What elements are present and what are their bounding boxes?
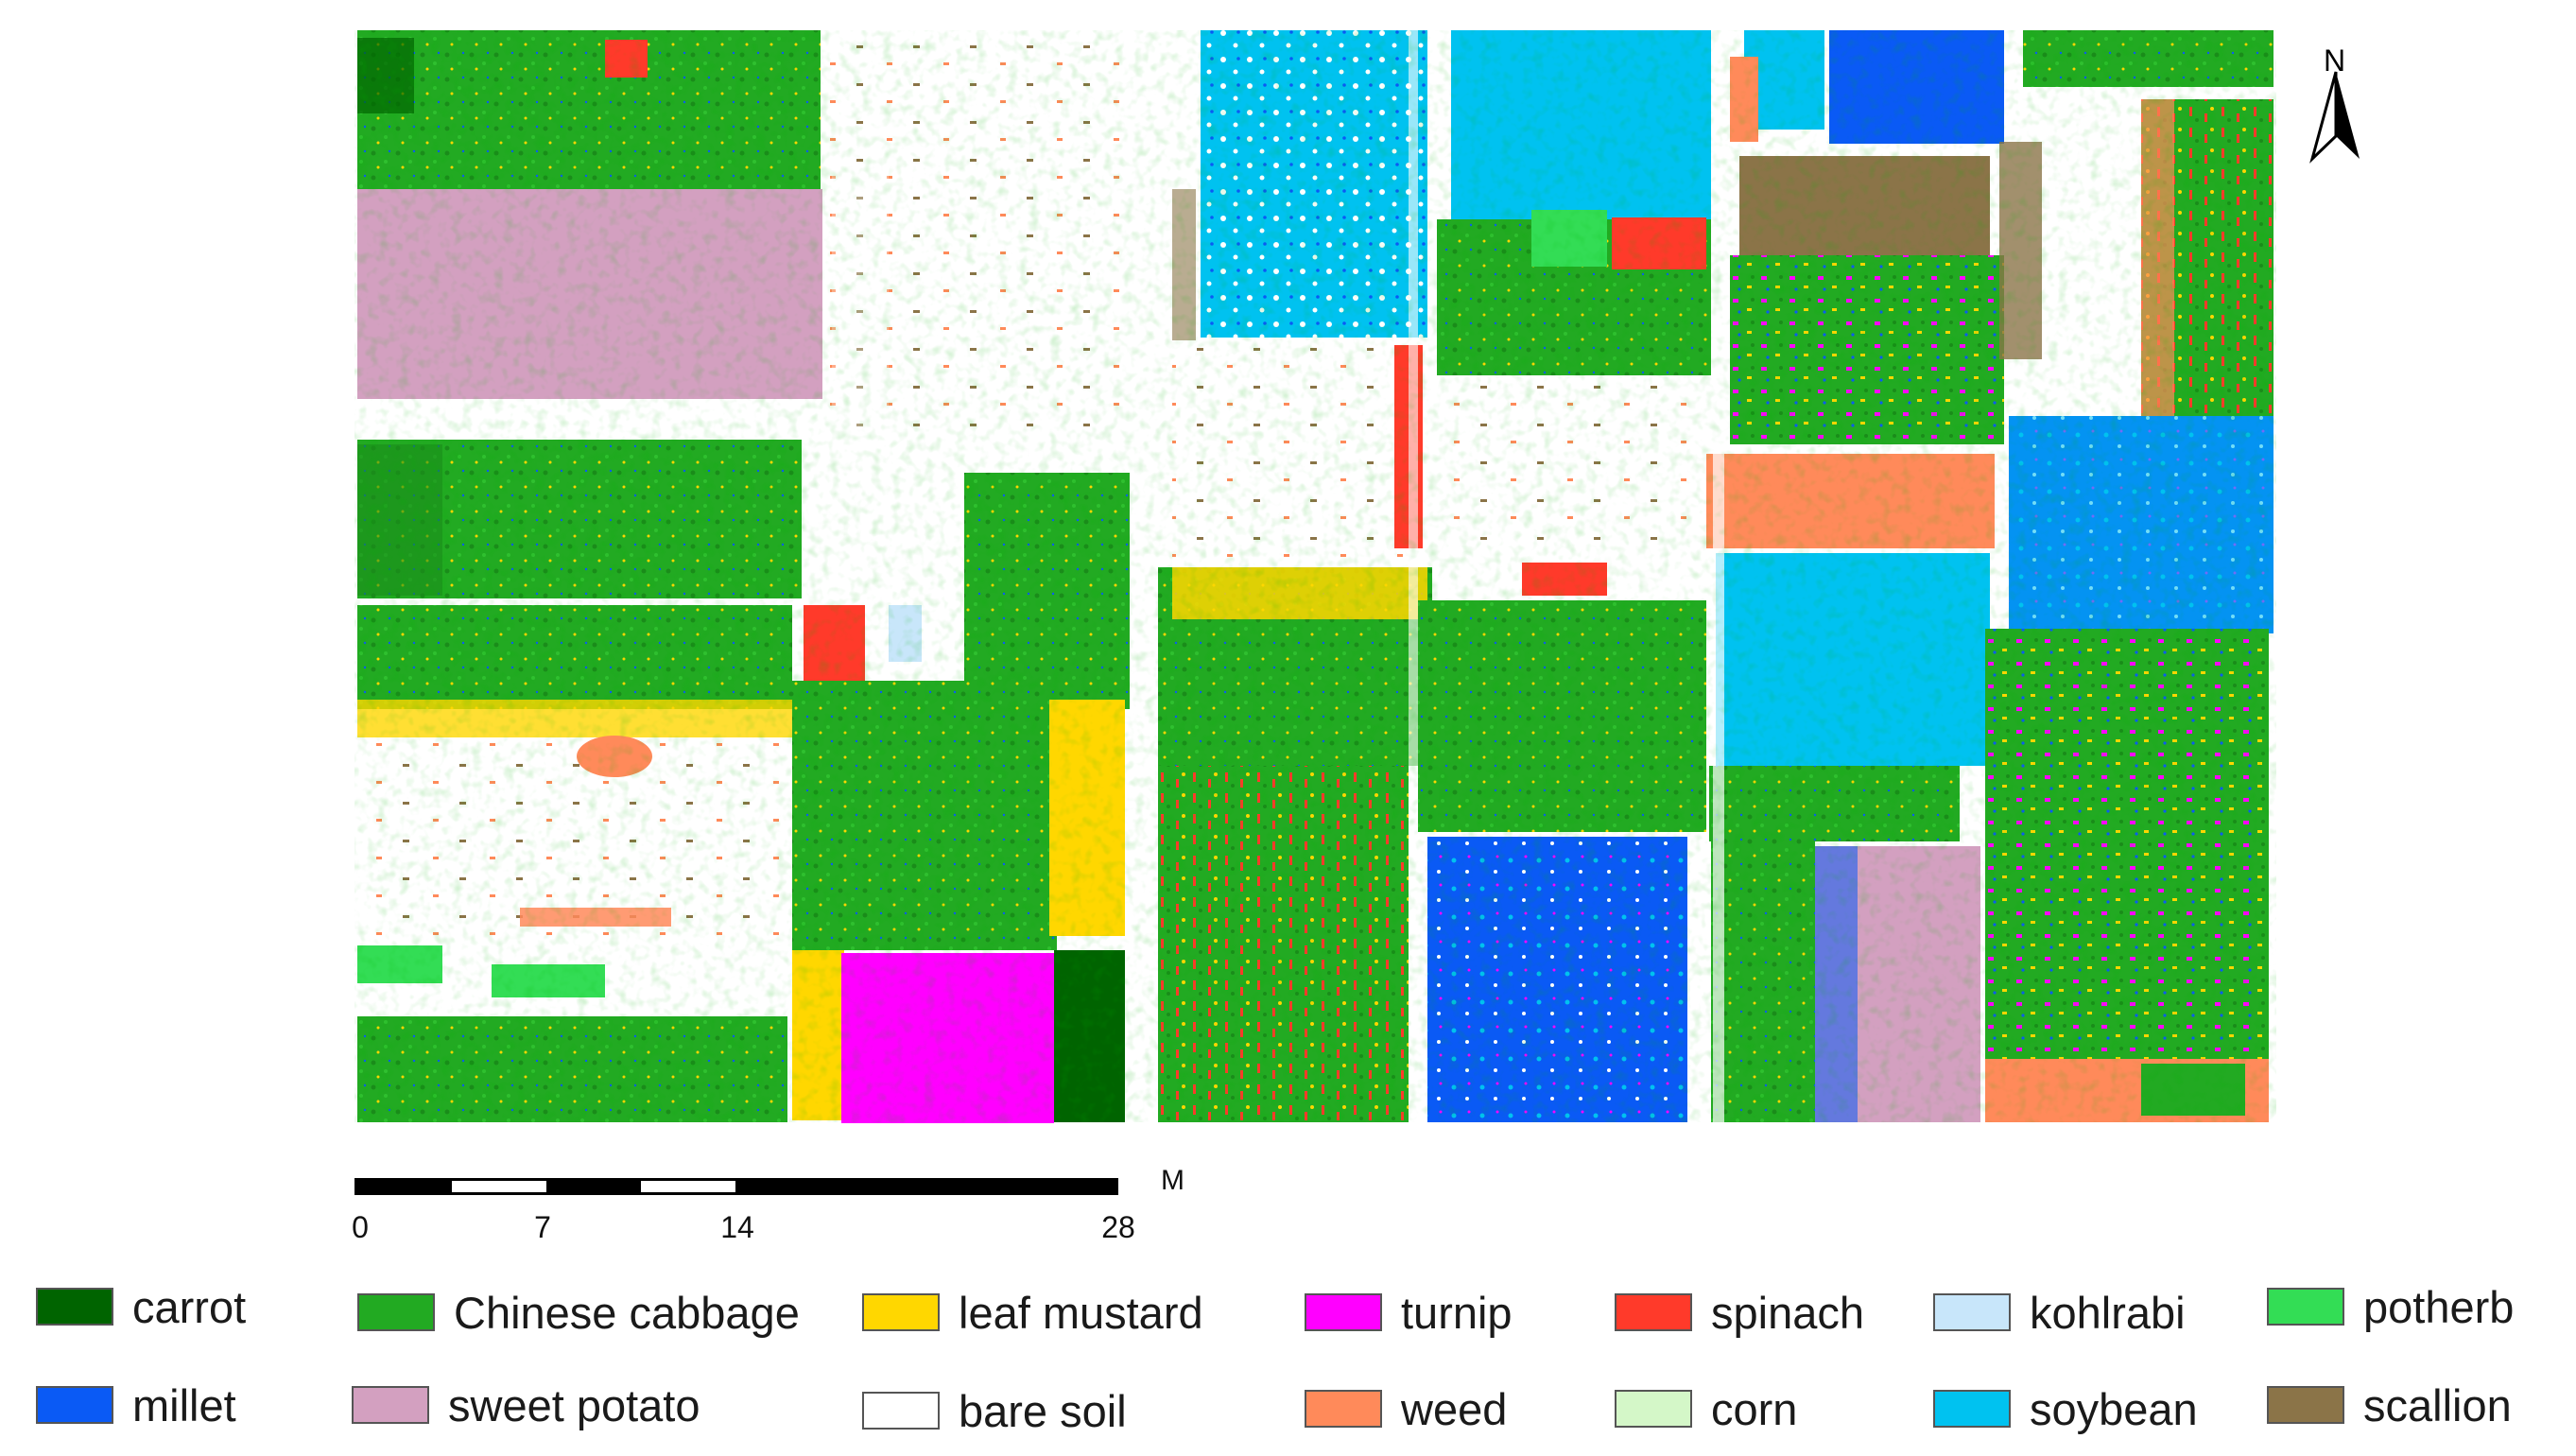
legend-item-leaf-mustard: leaf mustard xyxy=(862,1284,1203,1341)
legend-item-spinach: spinach xyxy=(1615,1284,1864,1341)
legend-item-potherb: potherb xyxy=(2267,1278,2514,1335)
legend-swatch xyxy=(1615,1390,1692,1428)
legend-label: soybean xyxy=(2030,1383,2198,1434)
legend-swatch xyxy=(2267,1386,2344,1424)
scale-tick: 14 xyxy=(720,1210,754,1244)
legend-label: sweet potato xyxy=(448,1379,700,1430)
legend-label: millet xyxy=(132,1379,236,1430)
legend-label: spinach xyxy=(1711,1287,1864,1338)
scale-bar xyxy=(354,1178,1118,1195)
legend-item-chinese-cabbage: Chinese cabbage xyxy=(357,1284,800,1341)
legend-item-scallion: scallion xyxy=(2267,1377,2512,1433)
legend-swatch xyxy=(1305,1390,1382,1428)
legend-item-bare-soil: bare soil xyxy=(862,1382,1127,1439)
legend-swatch xyxy=(1933,1293,2011,1331)
legend-swatch xyxy=(36,1386,113,1424)
scale-tick: 0 xyxy=(352,1210,369,1244)
north-arrow-icon xyxy=(2309,71,2360,164)
legend-item-weed: weed xyxy=(1305,1380,1507,1437)
legend-label: potherb xyxy=(2363,1281,2515,1332)
legend-label: carrot xyxy=(132,1281,247,1332)
legend-item-turnip: turnip xyxy=(1305,1284,1513,1341)
scale-tick: 28 xyxy=(1101,1210,1135,1244)
legend-item-sweet-potato: sweet potato xyxy=(352,1377,700,1433)
legend-label: weed xyxy=(1401,1383,1508,1434)
legend-item-carrot: carrot xyxy=(36,1278,246,1335)
legend-swatch xyxy=(1305,1293,1382,1331)
scale-tick: 7 xyxy=(534,1210,551,1244)
legend-item-soybean: soybean xyxy=(1933,1380,2198,1437)
north-label: N xyxy=(2324,43,2346,78)
legend-swatch xyxy=(357,1293,435,1331)
legend-swatch xyxy=(862,1293,940,1331)
legend-label: scallion xyxy=(2363,1379,2512,1430)
legend-item-kohlrabi: kohlrabi xyxy=(1933,1284,2186,1341)
legend-swatch xyxy=(1933,1390,2011,1428)
legend-swatch xyxy=(862,1392,940,1430)
legend-label: corn xyxy=(1711,1383,1798,1434)
legend-swatch xyxy=(1615,1293,1692,1331)
legend-label: bare soil xyxy=(959,1385,1127,1436)
legend-swatch xyxy=(2267,1288,2344,1326)
legend-swatch xyxy=(352,1386,429,1424)
legend-item-millet: millet xyxy=(36,1377,236,1433)
scale-unit: M xyxy=(1161,1165,1184,1196)
legend-label: leaf mustard xyxy=(959,1287,1203,1338)
legend-swatch xyxy=(36,1288,113,1326)
legend-label: turnip xyxy=(1401,1287,1513,1338)
legend-label: Chinese cabbage xyxy=(454,1287,800,1338)
legend-item-corn: corn xyxy=(1615,1380,1797,1437)
legend-label: kohlrabi xyxy=(2030,1287,2186,1338)
